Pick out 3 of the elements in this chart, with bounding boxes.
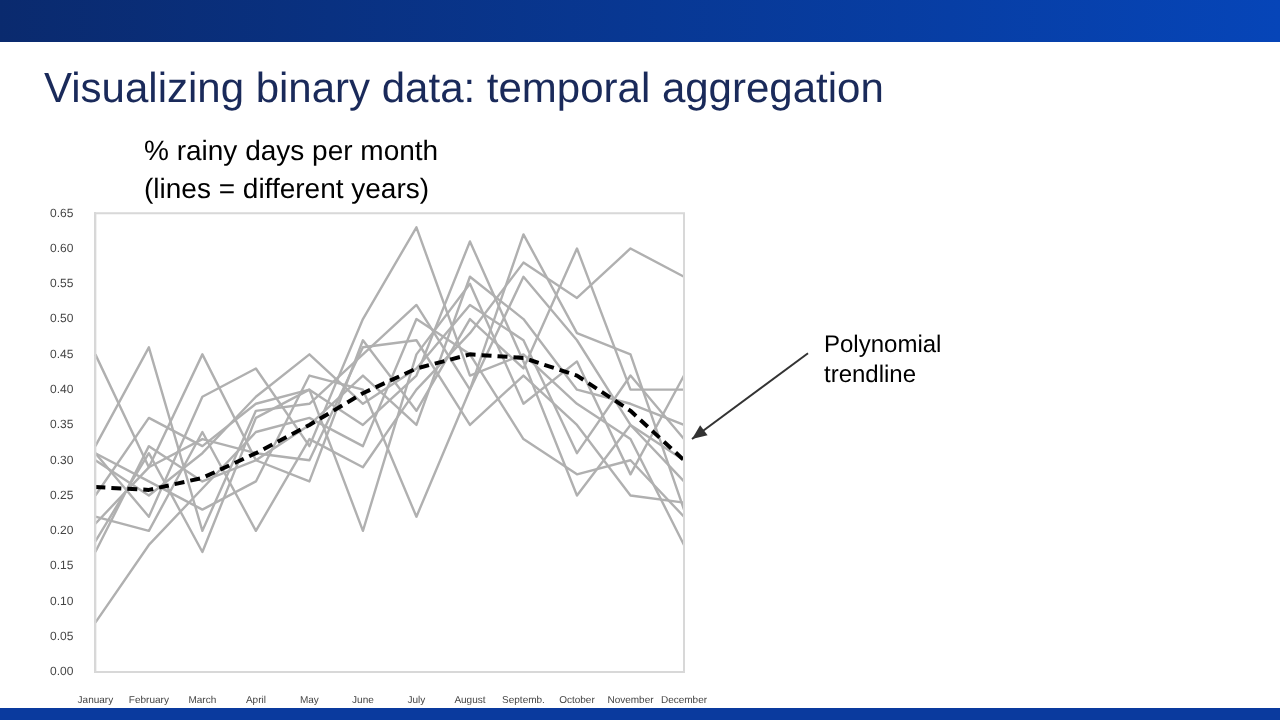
annotation: Polynomial trendline xyxy=(824,329,942,388)
chart-title: Visualizing binary data: temporal aggregation xyxy=(44,66,884,114)
chart-subtitle: % rainy days per month (lines = different years) xyxy=(144,132,439,208)
